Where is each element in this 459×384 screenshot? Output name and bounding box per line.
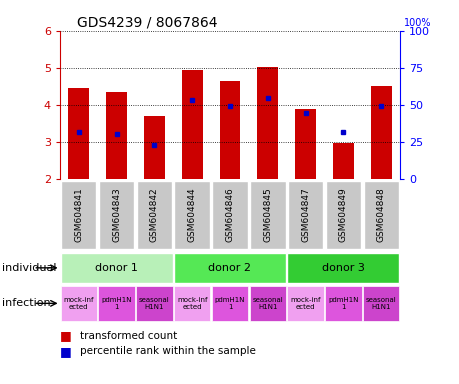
Text: GSM604843: GSM604843	[112, 188, 121, 242]
Bar	[219, 81, 240, 179]
Bar	[98, 286, 134, 321]
Bar	[106, 93, 127, 179]
Bar	[99, 181, 134, 249]
Bar	[61, 253, 172, 283]
Bar	[332, 143, 353, 179]
Bar	[61, 286, 97, 321]
Text: mock-inf
ected: mock-inf ected	[63, 297, 94, 310]
Bar	[287, 286, 323, 321]
Text: infection: infection	[2, 298, 51, 308]
Text: donor 3: donor 3	[321, 263, 364, 273]
Text: GSM604845: GSM604845	[263, 188, 272, 242]
Bar	[250, 181, 285, 249]
Bar	[61, 181, 96, 249]
Text: GSM604847: GSM604847	[301, 188, 309, 242]
Text: GSM604846: GSM604846	[225, 188, 234, 242]
Text: GSM604842: GSM604842	[150, 188, 158, 242]
Bar	[249, 286, 285, 321]
Bar	[174, 253, 285, 283]
Text: pdmH1N
1: pdmH1N 1	[214, 297, 245, 310]
Text: GSM604844: GSM604844	[187, 188, 196, 242]
Bar	[144, 116, 164, 179]
Text: ■: ■	[60, 329, 72, 343]
Text: percentile rank within the sample: percentile rank within the sample	[80, 346, 256, 356]
Bar	[257, 66, 278, 179]
Text: GDS4239 / 8067864: GDS4239 / 8067864	[77, 16, 217, 30]
Bar	[287, 181, 323, 249]
Bar	[295, 109, 315, 179]
Bar	[370, 86, 391, 179]
Bar	[174, 286, 210, 321]
Bar	[325, 286, 361, 321]
Bar	[136, 286, 172, 321]
Text: seasonal
H1N1: seasonal H1N1	[139, 297, 169, 310]
Bar	[181, 70, 202, 179]
Bar	[362, 286, 398, 321]
Text: mock-inf
ected: mock-inf ected	[290, 297, 320, 310]
Bar	[212, 181, 247, 249]
Text: donor 2: donor 2	[208, 263, 251, 273]
Text: ■: ■	[60, 345, 72, 358]
Bar	[287, 253, 398, 283]
Bar	[212, 286, 247, 321]
Text: GSM604841: GSM604841	[74, 188, 83, 242]
Text: mock-inf
ected: mock-inf ected	[177, 297, 207, 310]
Bar	[174, 181, 209, 249]
Text: pdmH1N
1: pdmH1N 1	[328, 297, 358, 310]
Text: GSM604849: GSM604849	[338, 188, 347, 242]
Text: donor 1: donor 1	[95, 263, 138, 273]
Text: individual: individual	[2, 263, 56, 273]
Text: seasonal
H1N1: seasonal H1N1	[365, 297, 396, 310]
Bar	[325, 181, 360, 249]
Text: seasonal
H1N1: seasonal H1N1	[252, 297, 283, 310]
Text: pdmH1N
1: pdmH1N 1	[101, 297, 131, 310]
Bar	[136, 181, 172, 249]
Text: 100%: 100%	[403, 18, 431, 28]
Text: transformed count: transformed count	[80, 331, 177, 341]
Text: GSM604848: GSM604848	[376, 188, 385, 242]
Bar	[363, 181, 398, 249]
Bar	[68, 88, 89, 179]
